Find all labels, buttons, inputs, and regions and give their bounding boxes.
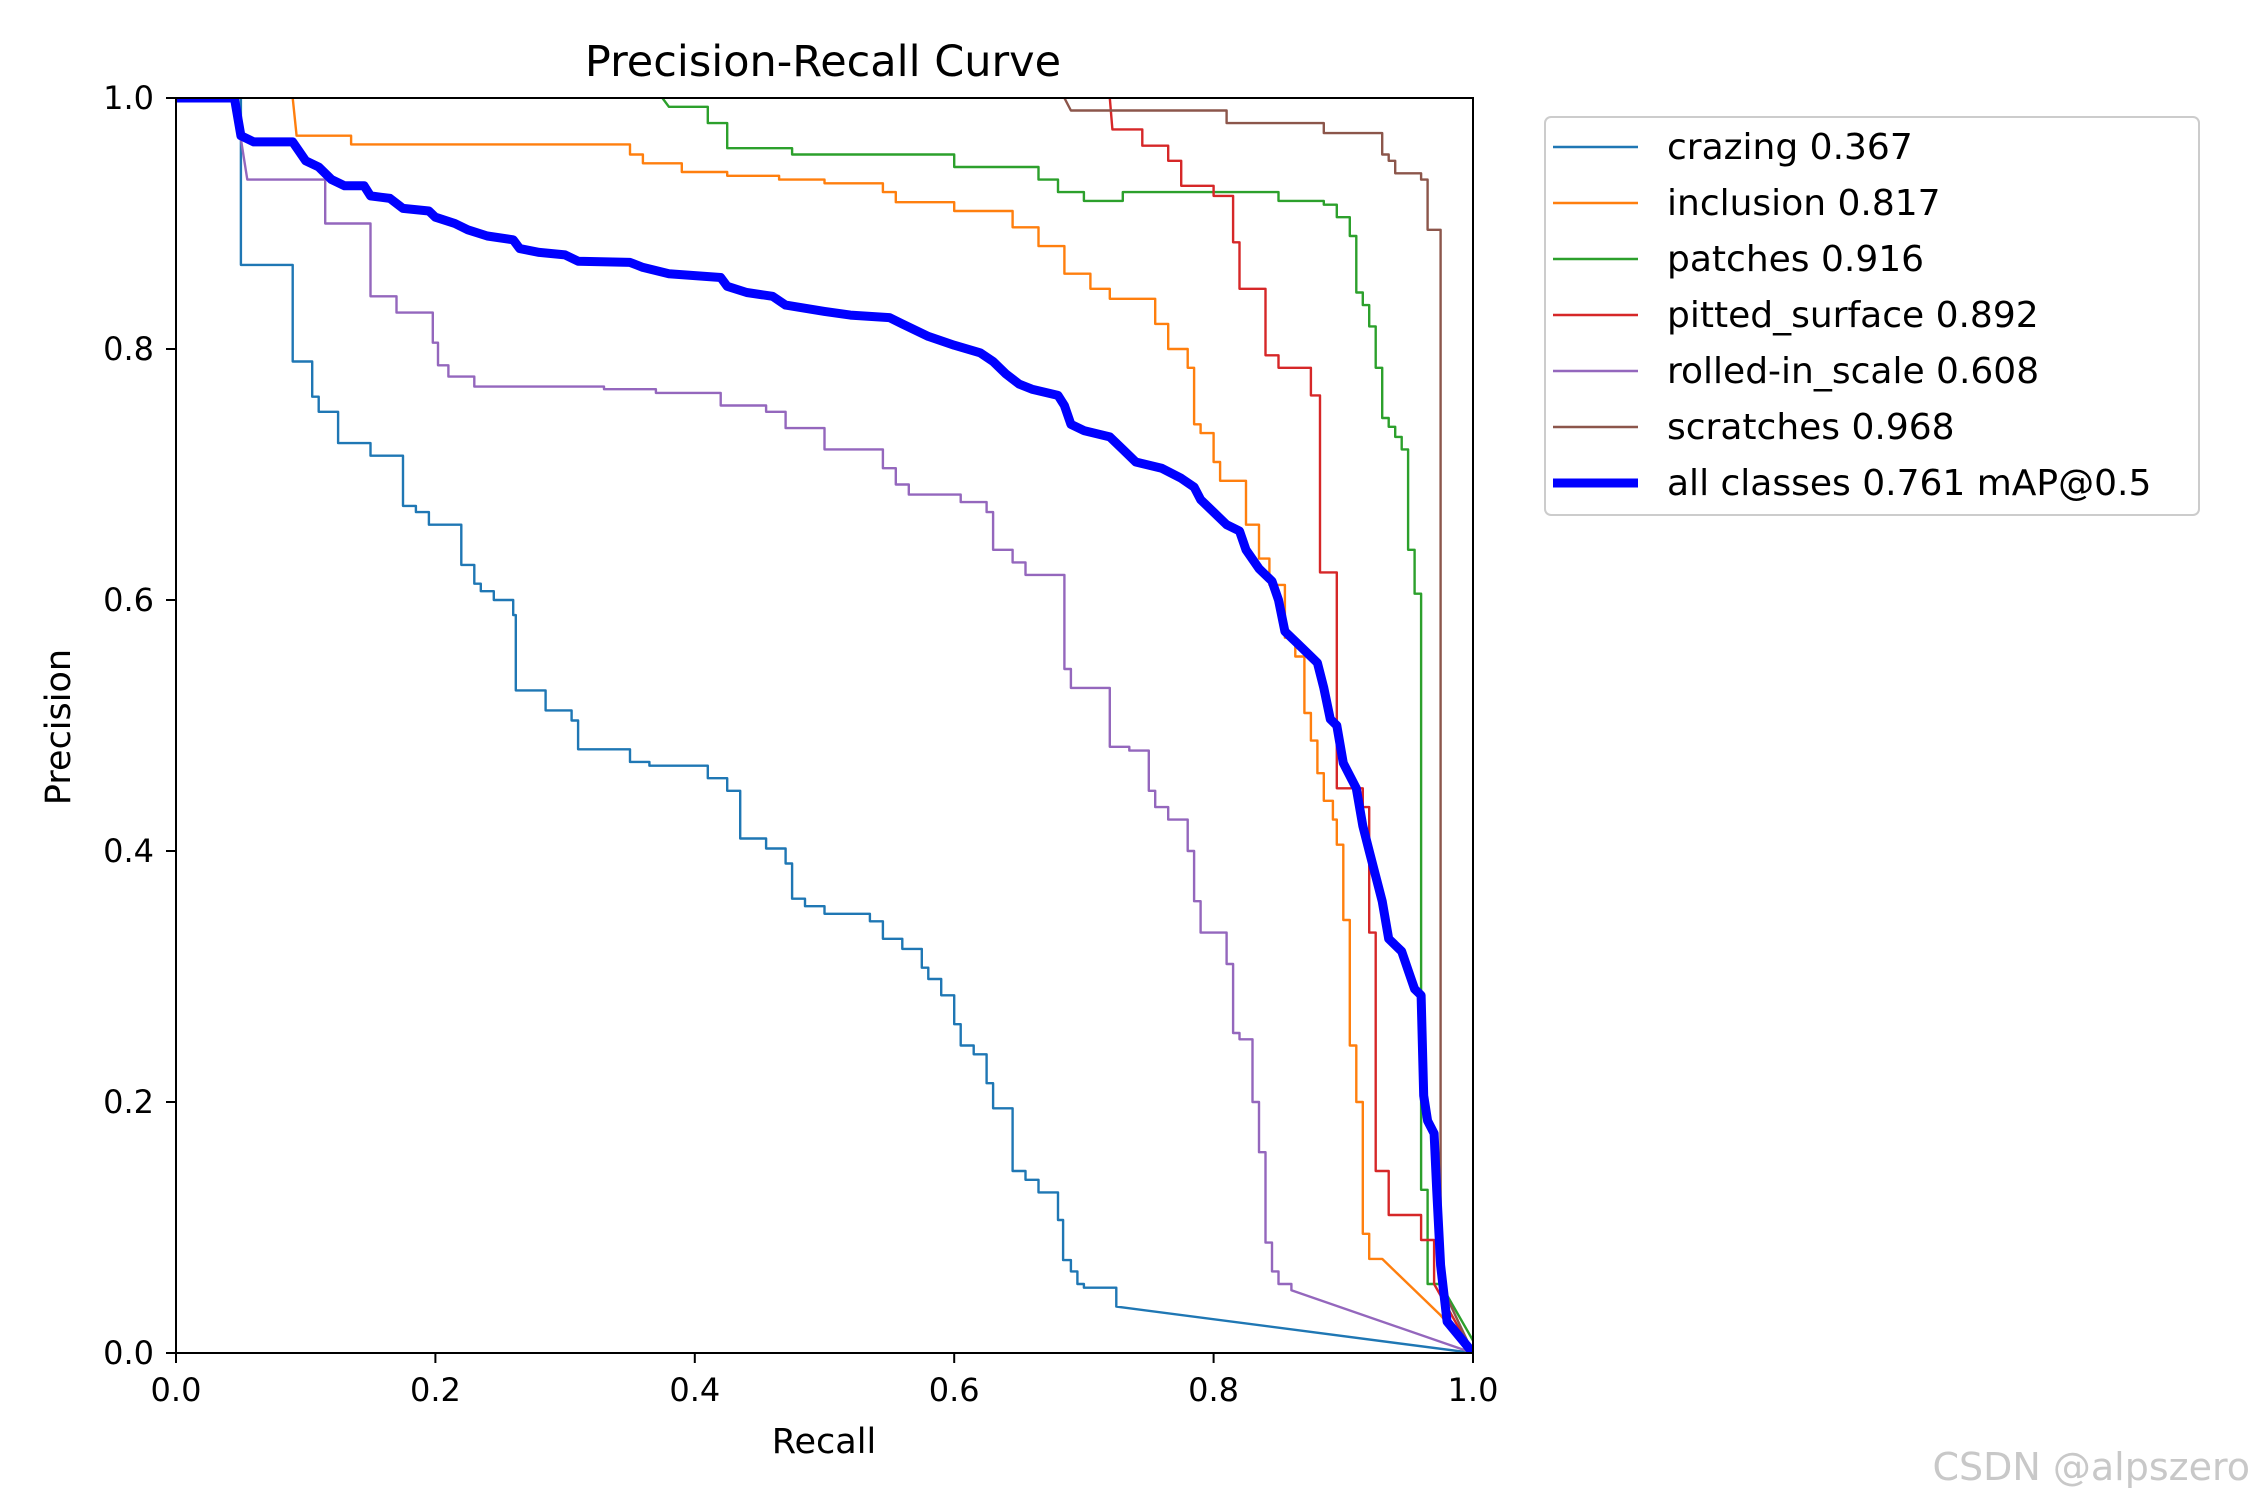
series-layer	[176, 98, 1473, 1353]
watermark: CSDN @alpszero	[1932, 1445, 2250, 1489]
y-tick-label: 0.6	[103, 581, 154, 619]
legend: crazing 0.367 inclusion 0.817 patches 0.91…	[1544, 116, 2200, 516]
y-tick-label: 1.0	[103, 79, 154, 117]
series-line-patches	[661, 98, 1473, 1342]
x-tick-label: 0.6	[929, 1371, 980, 1409]
y-axis-label: Precision	[39, 649, 79, 805]
x-tick-label: 0.2	[410, 1371, 461, 1409]
legend-label-scratches: scratches 0.968	[1667, 407, 1955, 448]
series-line-rolled-in-scale	[233, 98, 1473, 1353]
legend-items: crazing 0.367 inclusion 0.817 patches 0.91…	[1553, 127, 2151, 504]
legend-label-inclusion: inclusion 0.817	[1667, 183, 1941, 224]
legend-label-pitted-surface: pitted_surface 0.892	[1667, 295, 2039, 336]
x-tick-label: 1.0	[1448, 1371, 1499, 1409]
y-tick-label: 0.2	[103, 1083, 154, 1121]
legend-label-patches: patches 0.916	[1667, 239, 1924, 280]
series-line-pitted-surface	[1108, 98, 1473, 1353]
y-tick-label: 0.0	[103, 1334, 154, 1372]
legend-label-crazing: crazing 0.367	[1667, 127, 1913, 168]
series-line-inclusion	[291, 98, 1473, 1353]
legend-label-rolled-in-scale: rolled-in_scale 0.608	[1667, 351, 2039, 392]
legend-label-all-classes: all classes 0.761 mAP@0.5	[1667, 463, 2151, 504]
series-line-all-classes	[176, 98, 1473, 1353]
y-axis-ticks: 0.0 0.2 0.4 0.6 0.8 1.0	[103, 79, 176, 1372]
legend-box	[1544, 116, 2200, 516]
y-tick-label: 0.4	[103, 832, 154, 870]
series-line-scratches	[1063, 98, 1473, 1353]
x-tick-label: 0.8	[1188, 1371, 1239, 1409]
x-tick-label: 0.0	[151, 1371, 202, 1409]
series-line-crazing	[176, 98, 1473, 1353]
x-axis-label: Recall	[772, 1422, 876, 1462]
x-tick-label: 0.4	[669, 1371, 720, 1409]
chart-title: Precision-Recall Curve	[585, 37, 1061, 87]
plot-frame	[175, 97, 1474, 1354]
x-axis-ticks: 0.0 0.2 0.4 0.6 0.8 1.0	[151, 1353, 1499, 1409]
y-tick-label: 0.8	[103, 330, 154, 368]
